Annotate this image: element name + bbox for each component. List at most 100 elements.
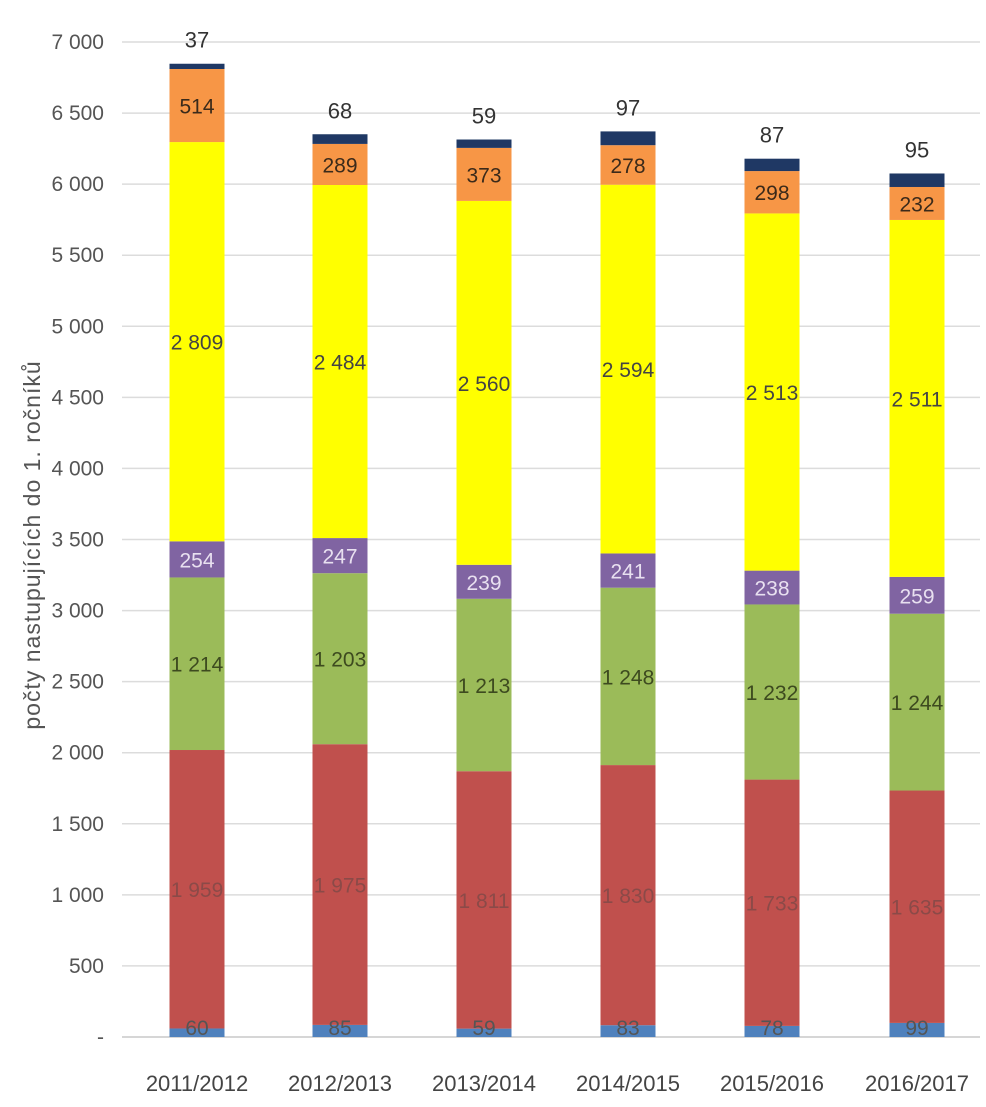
bar-segment-label: 247 bbox=[322, 546, 357, 569]
bar-segment-label: 373 bbox=[466, 164, 501, 187]
bar-segment-label: 1 232 bbox=[746, 682, 799, 705]
bar-segment bbox=[456, 139, 512, 148]
bar-segment bbox=[312, 134, 368, 144]
bar-segment-label: 1 959 bbox=[171, 879, 224, 902]
bar-segment bbox=[456, 771, 512, 1029]
y-tick-label: 3 000 bbox=[51, 600, 104, 623]
bar-segment-label: 259 bbox=[899, 585, 934, 608]
bar-segment bbox=[744, 171, 800, 214]
x-tick-label: 2016/2017 bbox=[865, 1071, 969, 1096]
y-tick-label: 4 500 bbox=[51, 386, 104, 409]
bar-top-label: 95 bbox=[905, 137, 929, 162]
x-axis-ticks: 2011/2012 2012/2013 2013/2014 2014/2015 2015… bbox=[146, 1071, 969, 1096]
bar-top-label: 68 bbox=[328, 98, 352, 123]
y-axis-title: počty nastupujících do 1. ročníků bbox=[19, 360, 45, 729]
bar-segment-label: 85 bbox=[328, 1017, 351, 1040]
bar-segment bbox=[169, 142, 225, 542]
x-tick-label: 2015/2016 bbox=[720, 1071, 824, 1096]
bar-segment bbox=[456, 200, 512, 565]
bar-segment bbox=[744, 570, 800, 605]
bar-segment-label: 99 bbox=[905, 1017, 928, 1040]
bar-top-label: 87 bbox=[760, 123, 784, 148]
bar-segment bbox=[456, 564, 512, 599]
bar-segment bbox=[169, 1028, 225, 1037]
bar-segment-label: 1 733 bbox=[746, 893, 799, 916]
y-tick-label: 6 500 bbox=[51, 102, 104, 125]
bar-segment-label: 232 bbox=[899, 193, 934, 216]
bar-segment bbox=[456, 147, 512, 201]
bars bbox=[169, 63, 945, 1037]
bar-segment bbox=[600, 553, 656, 588]
bar-segment-label: 239 bbox=[466, 572, 501, 595]
bar-segment bbox=[312, 538, 368, 574]
x-tick-label: 2014/2015 bbox=[576, 1071, 680, 1096]
bar-segment-label: 2 513 bbox=[746, 382, 799, 405]
y-tick-label: 6 000 bbox=[51, 173, 104, 196]
bar-segment bbox=[889, 186, 945, 220]
bar-segment-label: 60 bbox=[185, 1017, 208, 1040]
bar-segment bbox=[889, 1022, 945, 1037]
y-tick-label: 3 500 bbox=[51, 529, 104, 552]
x-tick-label: 2012/2013 bbox=[288, 1071, 392, 1096]
bar-segment bbox=[889, 790, 945, 1023]
bar-segment-label: 1 213 bbox=[458, 675, 511, 698]
bar-segment-label: 1 248 bbox=[602, 666, 655, 689]
bar-segment bbox=[169, 577, 225, 751]
bar-top-label: 59 bbox=[472, 104, 496, 129]
bar-segment bbox=[169, 63, 225, 70]
segment-labels: 60 1 959 1 214 254 2 809 514 85 1 975 1 203 247 2 … bbox=[171, 96, 944, 1040]
bar-segment-label: 2 511 bbox=[892, 388, 943, 411]
bar-segment bbox=[600, 131, 656, 146]
bar-segment bbox=[744, 1025, 800, 1037]
bar-segment-label: 238 bbox=[754, 578, 789, 601]
bar-segment bbox=[312, 143, 368, 185]
bar-segment-label: 83 bbox=[616, 1017, 639, 1040]
bar-segment-label: 514 bbox=[179, 96, 214, 119]
gridlines bbox=[122, 41, 980, 1038]
bar-segment bbox=[744, 604, 800, 780]
bar-segment-label: 78 bbox=[760, 1017, 783, 1040]
bar-segment bbox=[169, 69, 225, 143]
bar-segment bbox=[889, 576, 945, 614]
bar-segment bbox=[600, 1025, 656, 1037]
y-tick-label: 500 bbox=[69, 955, 104, 978]
bar-segment bbox=[744, 779, 800, 1026]
y-axis-ticks: - 500 1 000 1 500 2 000 2 500 3 000 3 500 4 000 4… bbox=[51, 31, 104, 1049]
bar-segment-label: 1 830 bbox=[602, 885, 655, 908]
bar-segment bbox=[744, 213, 800, 571]
bar-segment-label: 2 484 bbox=[314, 352, 367, 375]
y-tick-label: 2 000 bbox=[51, 742, 104, 765]
bar-segment bbox=[600, 765, 656, 1026]
x-tick-label: 2013/2014 bbox=[432, 1071, 536, 1096]
bar-segment-label: 241 bbox=[610, 561, 645, 584]
bar-segment-label: 2 594 bbox=[602, 359, 655, 382]
bar-segment-label: 2 560 bbox=[458, 373, 511, 396]
bar-segment bbox=[889, 173, 945, 187]
bar-segment bbox=[456, 1028, 512, 1037]
y-tick-label: 2 500 bbox=[51, 671, 104, 694]
bar-segment bbox=[312, 1024, 368, 1037]
bar-segment bbox=[600, 587, 656, 766]
bar-segment bbox=[889, 219, 945, 577]
bar-segment bbox=[600, 145, 656, 185]
bar-segment bbox=[312, 573, 368, 745]
bar-segment bbox=[600, 184, 656, 554]
bar-segment-label: 1 811 bbox=[459, 890, 510, 913]
bar-top-label: 97 bbox=[616, 95, 640, 120]
y-tick-label: 1 000 bbox=[51, 884, 104, 907]
bar-segment bbox=[169, 750, 225, 1029]
bar-segment-label: 289 bbox=[322, 154, 357, 177]
bar-segment-label: 1 214 bbox=[171, 654, 224, 677]
x-tick-label: 2011/2012 bbox=[146, 1071, 248, 1096]
bar-segment-label: 254 bbox=[179, 549, 214, 572]
bar-segment-label: 2 809 bbox=[171, 332, 224, 355]
bar-segment-label: 1 635 bbox=[891, 897, 944, 920]
bar-segment-label: 1 975 bbox=[314, 875, 367, 898]
bar-top-label: 37 bbox=[185, 28, 209, 53]
y-tick-label: 5 500 bbox=[51, 244, 104, 267]
bar-segment-label: 298 bbox=[754, 182, 789, 205]
top-labels: 37 68 59 97 87 95 bbox=[185, 28, 929, 163]
bar-segment bbox=[312, 184, 368, 539]
y-tick-label: 1 500 bbox=[51, 813, 104, 836]
